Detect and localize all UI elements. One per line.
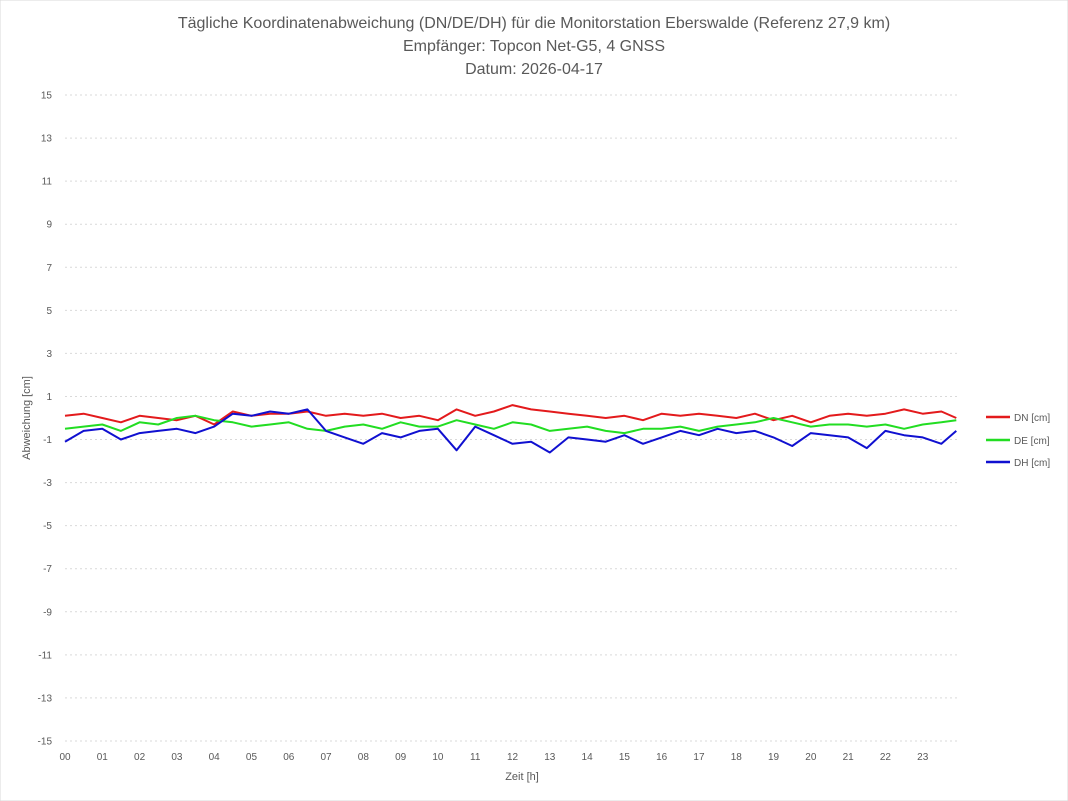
- y-tick-label: 3: [46, 349, 52, 360]
- x-tick-label: 22: [880, 752, 892, 763]
- x-tick-label: 01: [97, 752, 109, 763]
- y-tick-label: 5: [46, 306, 52, 317]
- legend-label-de: DE [cm]: [1014, 436, 1050, 447]
- x-tick-label: 13: [544, 752, 556, 763]
- series-line-de: [64, 414, 957, 435]
- x-tick-label: 19: [768, 752, 780, 763]
- legend: DN [cm] DE [cm] DH [cm]: [986, 413, 1050, 469]
- chart-title-line-2: Empfänger: Topcon Net-G5, 4 GNSS: [403, 38, 665, 55]
- series-lines: [64, 404, 957, 454]
- legend-item-dh: DH [cm]: [986, 458, 1050, 469]
- y-tick-label: 1: [46, 392, 52, 403]
- gridlines: [65, 94, 960, 742]
- legend-label-dn: DN [cm]: [1014, 413, 1050, 424]
- x-tick-label: 20: [805, 752, 817, 763]
- y-tick-label: 7: [46, 263, 52, 274]
- x-tick-label: 18: [731, 752, 743, 763]
- x-tick-label: 07: [320, 752, 332, 763]
- y-tick-label: 11: [42, 177, 53, 188]
- y-tick-label: 13: [41, 134, 53, 145]
- y-tick-label: -5: [43, 521, 52, 532]
- x-tick-label: 14: [582, 752, 594, 763]
- y-tick-label: -7: [43, 564, 52, 575]
- x-tick-label: 03: [171, 752, 183, 763]
- y-axis-label: Abweichung [cm]: [21, 376, 33, 460]
- y-tick-label: -11: [38, 650, 52, 661]
- x-tick-label: 10: [432, 752, 444, 763]
- legend-item-dn: DN [cm]: [986, 413, 1050, 424]
- x-tick-label: 11: [470, 752, 481, 763]
- x-tick-label: 21: [843, 752, 855, 763]
- x-tick-label: 02: [134, 752, 146, 763]
- y-tick-label: -1: [43, 435, 52, 446]
- x-tick-labels: 00 01 02 03 04 05 06 07 08 09 10 11 12 13 14 15 16 17 18 19…: [59, 752, 928, 763]
- x-tick-label: 16: [656, 752, 668, 763]
- y-tick-label: -13: [38, 693, 53, 704]
- y-tick-labels: 15 13 11 9 7 5 3 1 -1 -3 -5 -7 -9 -11 -13 -15: [38, 91, 53, 748]
- x-tick-label: 12: [507, 752, 519, 763]
- x-tick-label: 15: [619, 752, 631, 763]
- chart-title-line-3: Datum: 2026-04-17: [465, 61, 603, 78]
- x-tick-label: 08: [358, 752, 370, 763]
- chart-title-line-1: Tägliche Koordinatenabweichung (DN/DE/DH…: [178, 15, 890, 32]
- x-tick-label: 23: [917, 752, 929, 763]
- legend-item-de: DE [cm]: [986, 436, 1050, 447]
- legend-label-dh: DH [cm]: [1014, 458, 1050, 469]
- series-line-dn: [64, 404, 957, 426]
- x-tick-label: 09: [395, 752, 407, 763]
- x-axis-label: Zeit [h]: [505, 771, 539, 783]
- y-tick-label: 9: [46, 220, 52, 231]
- x-tick-label: 06: [283, 752, 295, 763]
- x-tick-label: 05: [246, 752, 258, 763]
- x-tick-label: 04: [209, 752, 221, 763]
- x-tick-label: 00: [59, 752, 71, 763]
- series-line-dh: [64, 408, 957, 454]
- y-tick-label: -15: [38, 737, 53, 748]
- y-tick-label: -9: [43, 607, 52, 618]
- y-tick-label: 15: [41, 91, 53, 102]
- y-tick-label: -3: [43, 478, 52, 489]
- x-tick-label: 17: [693, 752, 705, 763]
